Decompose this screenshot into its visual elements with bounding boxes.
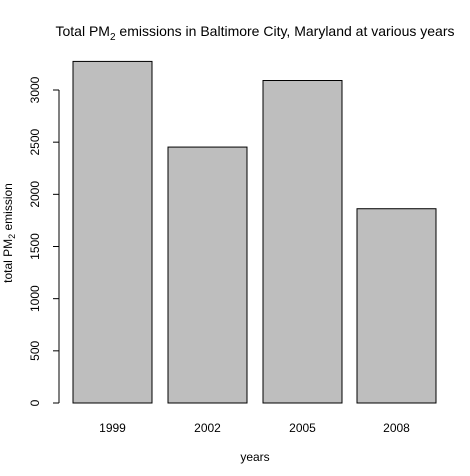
bar-1999	[72, 60, 153, 404]
y-tick-label-2000: 2000	[28, 181, 42, 208]
y-tick-label-1000: 1000	[28, 285, 42, 312]
y-tick-label-1500: 1500	[28, 233, 42, 260]
bars-group	[72, 60, 437, 404]
x-axis-labels: 1999 2002 2005 2008	[99, 421, 410, 435]
x-tick-label-1999: 1999	[99, 421, 126, 435]
bar-2005	[262, 80, 343, 404]
x-tick-label-2008: 2008	[383, 421, 410, 435]
y-tick-label-2500: 2500	[28, 128, 42, 155]
y-tick-label-500: 500	[28, 341, 42, 361]
y-axis: 0 500 1000 1500 2000 2500 3000	[28, 76, 60, 406]
bar-2002	[167, 146, 248, 404]
x-tick-label-2002: 2002	[194, 421, 221, 435]
chart-title: Total PM2 emissions in Baltimore City, M…	[56, 23, 455, 43]
y-axis-label: total PM2 emission	[1, 183, 17, 283]
y-tick-label-0: 0	[28, 399, 42, 406]
bar-2008	[356, 208, 437, 404]
x-axis-label: years	[240, 450, 269, 464]
y-tick-label-3000: 3000	[28, 76, 42, 103]
x-tick-label-2005: 2005	[289, 421, 316, 435]
